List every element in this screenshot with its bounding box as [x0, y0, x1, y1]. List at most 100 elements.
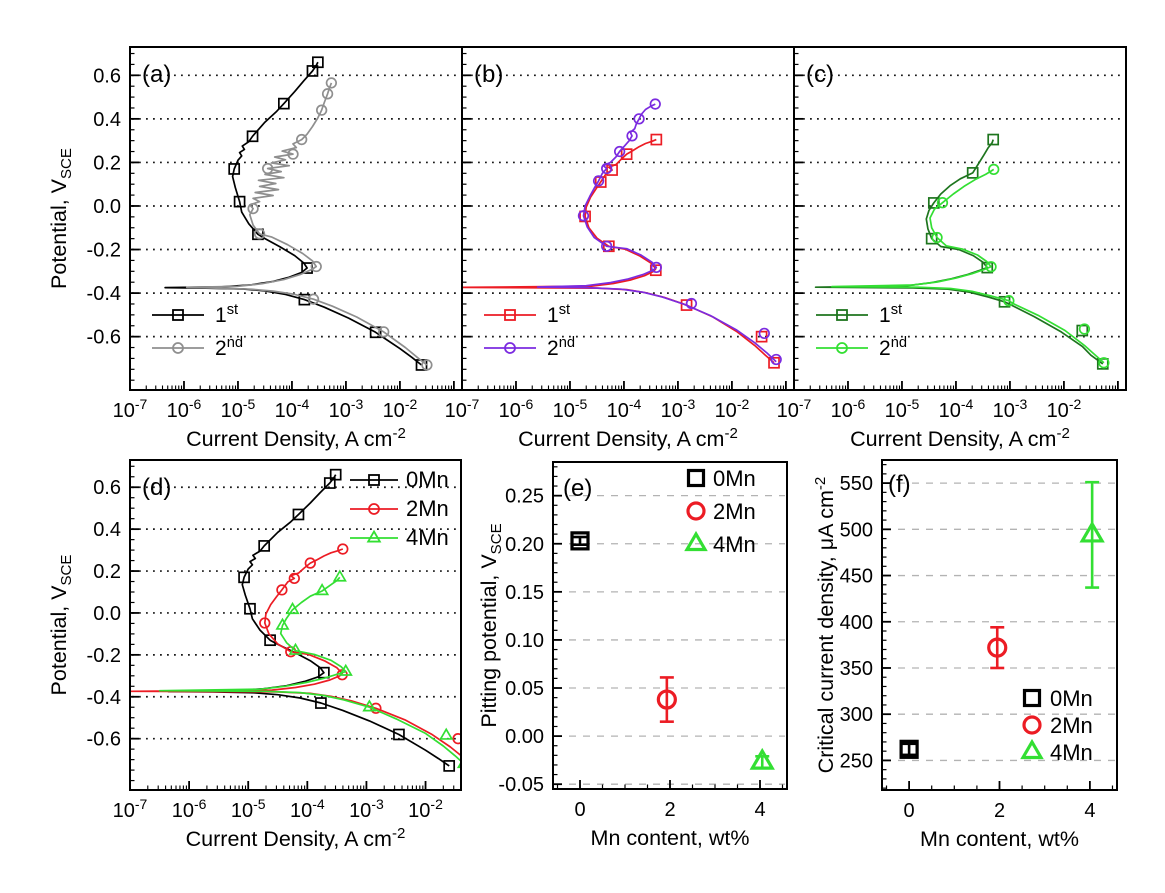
circle-marker [337, 543, 349, 555]
circle-marker [310, 260, 322, 273]
x-tick-label: 10-7 [777, 396, 812, 422]
x-tick-label: 10-4 [290, 796, 325, 822]
series-curve [167, 474, 450, 767]
x-tick-label: 10-2 [715, 396, 750, 422]
square-marker [686, 468, 706, 488]
circle-marker [987, 637, 1008, 658]
y-tick-label: 400 [840, 612, 873, 634]
triangle-marker [749, 747, 775, 770]
circle-marker [253, 228, 266, 240]
circle-marker [936, 197, 949, 209]
square-marker [278, 97, 290, 110]
y-tick-label: 0.6 [93, 65, 121, 87]
y-tick-label: -0.05 [498, 774, 544, 796]
y-tick-label: -0.4 [87, 283, 121, 305]
circle-marker [304, 557, 316, 569]
series-curve [830, 168, 1105, 364]
triangle-marker [315, 583, 330, 596]
x-tick-label: 10-5 [221, 396, 256, 422]
x-tick-label: 10-3 [329, 396, 364, 422]
square-marker [292, 508, 305, 521]
y-axis-title: Potential, VSCE [47, 148, 75, 289]
circle-marker [626, 130, 638, 142]
y-tick-label: -0.2 [87, 240, 121, 262]
x-tick-label: 10-4 [939, 396, 974, 422]
circle-marker [988, 163, 1000, 176]
square-marker [233, 195, 246, 208]
panel-a: -0.6 -0.4 -0.2 0.0 0.2 0.4 0.6 10-7 10-6 10-5 10-4… [47, 46, 463, 451]
series-layer [130, 468, 461, 772]
y-tick-label: -0.6 [87, 327, 121, 349]
y-tick-label: 350 [840, 658, 873, 680]
circle-marker [656, 689, 677, 710]
axis-ticks [553, 466, 784, 789]
legend-entry-0Mn: 0Mn [1022, 686, 1093, 711]
legend-entry-1st: 1st [816, 302, 902, 327]
circle-marker [649, 98, 661, 110]
y-tick-label: 0.0 [93, 196, 121, 218]
series-2Mn [987, 626, 1008, 670]
square-marker [606, 164, 618, 176]
legend-label: 4Mn [713, 532, 756, 557]
circle-marker [770, 353, 782, 366]
circle-marker [325, 77, 338, 89]
y-tick-label: 0.00 [505, 726, 544, 748]
series-1st [462, 133, 780, 369]
axis-ticks [793, 52, 1119, 390]
panel-letter-f: (f) [888, 471, 911, 498]
legend-label: 0Mn [713, 466, 756, 491]
x-tick-label: 10-3 [993, 396, 1028, 422]
legend-entry-2nd: 2nd [816, 335, 907, 360]
axis-ticks [129, 52, 455, 390]
square-marker [1076, 324, 1089, 337]
triangle-marker [285, 601, 300, 615]
y-tick-label: -0.6 [87, 729, 121, 751]
legend-entry-1st: 1st [152, 302, 238, 327]
y-tick-label: 0.05 [505, 678, 544, 700]
series-4Mn [1079, 480, 1105, 589]
plot-border [461, 46, 795, 391]
square-marker [755, 330, 768, 343]
y-tick-label: 0.4 [93, 519, 121, 541]
y-tick-label: 0.15 [505, 582, 544, 604]
grid-lines [464, 74, 792, 338]
circle-marker [985, 261, 997, 273]
x-tick-label: 10-2 [408, 796, 443, 822]
x-axis-title: Current Density, A cm-2 [850, 425, 1070, 451]
x-tick-label: 2 [664, 799, 675, 821]
series-1st [164, 56, 428, 371]
series-layer [814, 133, 1110, 370]
x-axis-title: Current Density, A cm-2 [186, 425, 406, 451]
legend-entry-2Mn: 2Mn [686, 499, 756, 524]
square-marker [172, 309, 184, 321]
circle-marker [262, 162, 274, 175]
series-4Mn [158, 569, 461, 769]
legend: 0Mn 2Mn 4Mn [684, 466, 756, 557]
panel-d: -0.6 -0.4 -0.2 0.0 0.2 0.4 0.6 10-7 10-6 10-5 10-4… [47, 459, 462, 851]
legend-entry-2Mn: 2Mn [350, 496, 449, 521]
y-tick-label: 0.10 [505, 630, 544, 652]
triangle-marker [1079, 520, 1105, 543]
circle-marker [1003, 295, 1015, 307]
series-0Mn [167, 468, 456, 772]
square-marker [312, 56, 324, 69]
panel-e: 0.25 0.20 0.15 0.10 0.05 0.00 -0.05 0 2 4Mn conte… [477, 461, 788, 850]
y-tick-label: -0.2 [87, 645, 121, 667]
square-marker [927, 197, 940, 209]
legend-label: 2Mn [406, 496, 449, 521]
y-tick-label: 500 [840, 519, 873, 541]
x-axis-title: Current Density, A cm-2 [186, 825, 406, 851]
circle-marker [1098, 357, 1110, 369]
x-tick-label: 10-7 [113, 396, 148, 422]
legend-label: 1st [879, 302, 902, 327]
y-axis-title: Potential, VSCE [47, 555, 75, 696]
circle-marker [172, 342, 184, 354]
square-marker [443, 760, 456, 772]
grid-lines [132, 74, 460, 338]
x-axis-title: Mn content, wt% [920, 827, 1079, 851]
y-tick-label: 0.2 [93, 561, 121, 583]
triangle-marker [288, 642, 303, 655]
